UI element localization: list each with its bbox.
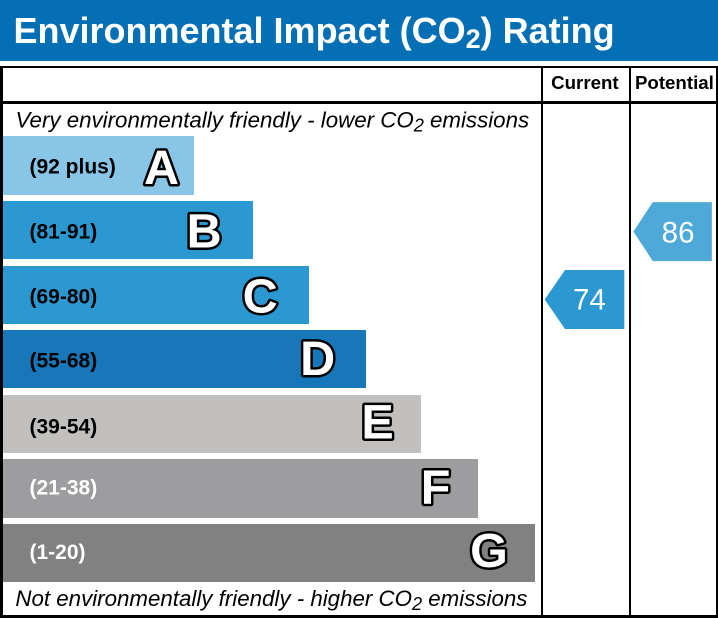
svg-text:(39-54): (39-54) [30,416,98,439]
svg-text:Potential: Potential [635,72,714,93]
svg-text:74: 74 [573,283,606,316]
svg-text:86: 86 [662,217,695,250]
svg-text:(92 plus): (92 plus) [30,155,116,178]
svg-text:B: B [187,205,222,259]
svg-text:(21-38): (21-38) [30,477,98,500]
svg-text:F: F [421,461,451,515]
svg-text:D: D [300,332,335,386]
svg-text:(55-68): (55-68) [30,350,98,373]
svg-text:G: G [470,524,508,578]
svg-text:(69-80): (69-80) [30,286,98,309]
svg-text:E: E [361,396,393,450]
svg-text:(1-20): (1-20) [30,541,86,564]
svg-text:Current: Current [551,72,619,93]
svg-text:Environmental Impact (CO2) Rat: Environmental Impact (CO2) Rating [14,10,615,54]
svg-text:(81-91): (81-91) [30,220,98,243]
svg-text:Not environmentally friendly -: Not environmentally friendly - higher CO… [15,586,527,614]
svg-text:Very environmentally friendly: Very environmentally friendly - lower CO… [16,108,530,136]
svg-text:C: C [243,270,278,324]
svg-text:A: A [144,141,179,195]
